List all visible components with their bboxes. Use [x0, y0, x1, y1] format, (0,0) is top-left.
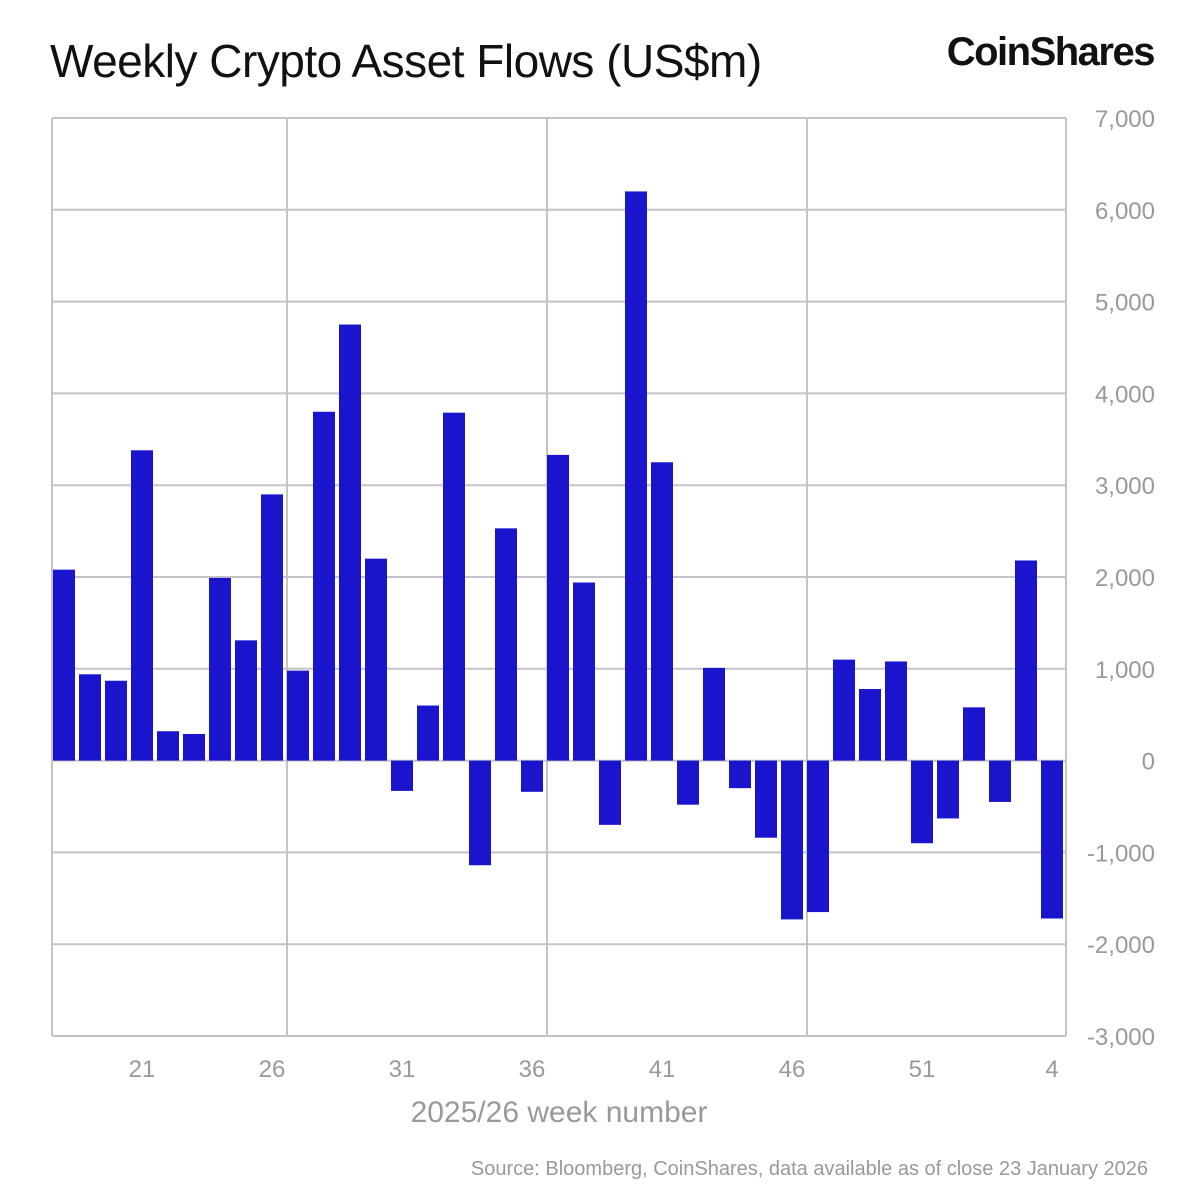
bar-week-25 [235, 640, 257, 761]
bar-week-43 [703, 667, 725, 761]
y-tick-label: 0 [1142, 749, 1155, 776]
bar-week-39 [599, 760, 621, 825]
bar-week-41 [651, 462, 673, 761]
y-tick-label: 4,000 [1095, 381, 1155, 408]
bar-week-46 [781, 760, 803, 920]
bar-week-44 [729, 760, 751, 789]
bar-week-24 [209, 577, 231, 761]
bar-week-51 [911, 760, 933, 844]
bar-week-18 [53, 569, 75, 761]
y-tick-label: 7,000 [1095, 106, 1155, 133]
bar-week-2 [989, 760, 1011, 802]
y-tick-label: 3,000 [1095, 473, 1155, 500]
bar-week-21 [131, 450, 153, 761]
bar-week-30 [365, 558, 387, 761]
bar-week-37 [547, 454, 569, 761]
bar-week-35 [495, 528, 517, 761]
bar-week-4 [1041, 760, 1063, 919]
bar-week-48 [833, 659, 855, 761]
bar-week-36 [521, 760, 543, 792]
bar-week-26 [261, 494, 283, 761]
bar-week-47 [807, 760, 829, 913]
bar-week-52 [937, 760, 959, 819]
bar-week-23 [183, 733, 205, 761]
y-tick-label: -1,000 [1087, 840, 1155, 867]
x-axis-label: 2025/26 week number [411, 1096, 708, 1129]
bar-week-40 [625, 191, 647, 761]
y-tick-label: 2,000 [1095, 565, 1155, 592]
bar-week-29 [339, 324, 361, 761]
x-tick-label: 31 [389, 1056, 416, 1083]
bar-week-34 [469, 760, 491, 866]
bar-week-45 [755, 760, 777, 838]
source-note: Source: Bloomberg, CoinShares, data avai… [470, 1158, 1148, 1180]
coinshares-logo: CoinShares [946, 30, 1156, 74]
x-tick-label: 51 [909, 1056, 936, 1083]
bar-week-27 [287, 670, 309, 761]
x-tick-label: 26 [259, 1056, 286, 1083]
x-tick-label: 21 [129, 1056, 156, 1083]
bar-week-50 [885, 661, 907, 761]
bar-week-32 [417, 705, 439, 761]
x-tick-label: 36 [519, 1056, 546, 1083]
bar-week-1 [963, 707, 985, 761]
y-tick-label: -2,000 [1087, 932, 1155, 959]
bar-week-22 [157, 731, 179, 761]
bar-week-33 [443, 412, 465, 761]
x-tick-label: 4 [1045, 1056, 1058, 1083]
y-tick-label: -3,000 [1087, 1024, 1155, 1051]
y-tick-label: 6,000 [1095, 198, 1155, 225]
y-tick-label: 1,000 [1095, 657, 1155, 684]
bar-week-31 [391, 760, 413, 791]
bar-week-3 [1015, 560, 1037, 761]
chart-title: Weekly Crypto Asset Flows (US$m) [50, 35, 762, 87]
bar-week-42 [677, 760, 699, 805]
bar-week-20 [105, 680, 127, 761]
bar-week-19 [79, 674, 101, 761]
bar-week-28 [313, 411, 335, 761]
x-tick-label: 46 [779, 1056, 806, 1083]
bar-week-38 [573, 582, 595, 761]
x-tick-label: 41 [649, 1056, 676, 1083]
y-tick-label: 5,000 [1095, 290, 1155, 317]
bar-week-49 [859, 688, 881, 761]
